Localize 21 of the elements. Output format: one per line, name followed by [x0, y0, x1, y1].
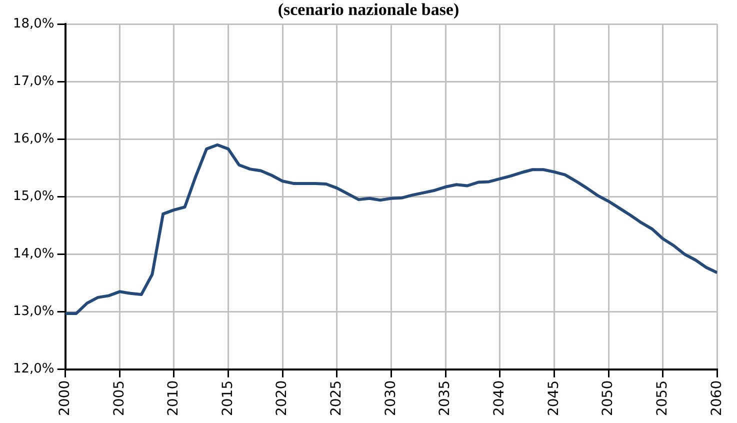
x-tick-label: 2030	[382, 380, 399, 416]
x-tick-label: 2045	[546, 380, 562, 416]
x-tick-label: 2010	[166, 380, 182, 416]
y-tick-label: 13,0%	[12, 304, 54, 320]
y-tick-label: 18,0%	[12, 16, 54, 32]
y-tick-label: 16,0%	[12, 132, 54, 146]
y-tick-label: 12,0%	[12, 362, 54, 377]
x-tick-label: 2050	[600, 380, 616, 416]
y-tick-label: 17,0%	[12, 74, 54, 89]
x-tick-label: 2015	[220, 380, 236, 416]
y-tick-label: 14,0%	[12, 246, 54, 262]
y-tick-label: 15,0%	[12, 189, 54, 204]
x-tick-label: 2035	[437, 380, 454, 416]
chart-title: (scenario nazionale base)	[278, 0, 460, 19]
x-tick-label: 2020	[274, 380, 290, 416]
x-tick-label: 2000	[56, 380, 73, 416]
x-tick-label: 2055	[654, 380, 671, 416]
x-tick-label: 2025	[328, 380, 345, 416]
x-tick-label: 2040	[492, 380, 508, 416]
x-tick-label: 2060	[708, 380, 725, 416]
x-tick-label: 2005	[111, 380, 128, 416]
